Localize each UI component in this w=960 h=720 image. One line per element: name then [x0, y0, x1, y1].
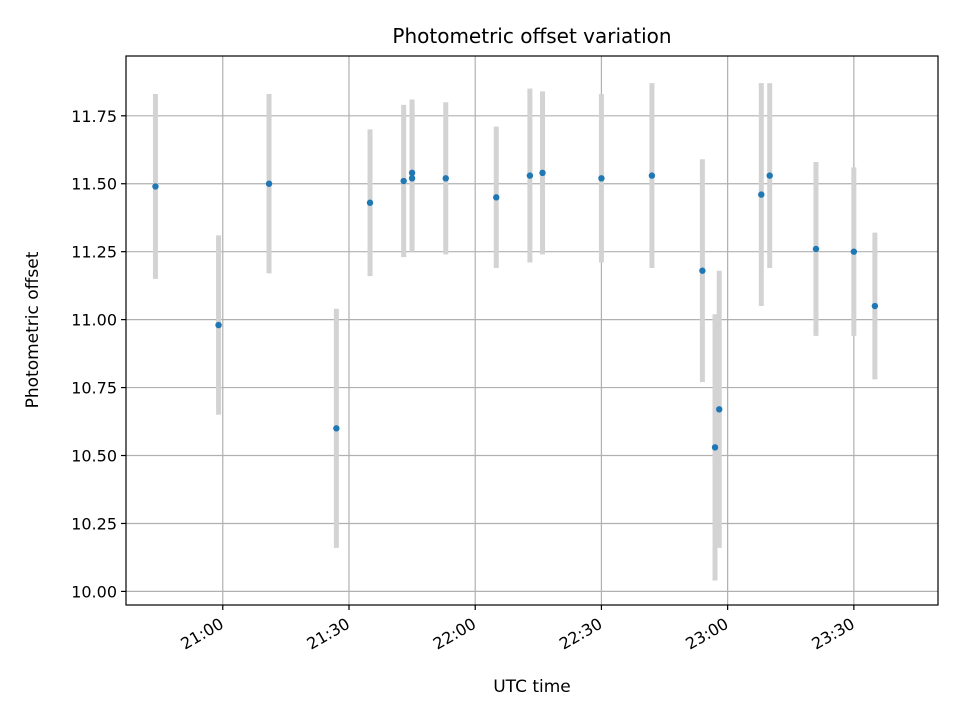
data-point [598, 175, 605, 182]
data-point [711, 444, 719, 451]
data-point [699, 267, 706, 274]
data-point [408, 175, 416, 182]
y-tick-label: 10.50 [71, 447, 117, 466]
y-axis-label: Photometric offset [23, 251, 43, 408]
data-point [526, 172, 534, 179]
data-point [265, 180, 273, 187]
y-tick-label: 11.00 [71, 311, 117, 330]
data-point [333, 425, 340, 432]
data-point [871, 302, 879, 310]
data-point [539, 169, 546, 177]
y-tick-label: 10.25 [71, 514, 117, 533]
x-axis-label: UTC time [493, 677, 571, 697]
chart-title: Photometric offset variation [392, 24, 671, 48]
plot-area-frame [125, 55, 939, 606]
y-tick-label: 11.75 [71, 107, 117, 126]
data-point [408, 169, 416, 177]
data-point [215, 321, 222, 329]
data-point [366, 199, 374, 206]
data-point [850, 248, 858, 255]
y-tick-label: 11.50 [71, 175, 117, 194]
y-tick-label: 10.75 [71, 379, 117, 398]
data-points [152, 169, 879, 451]
data-point [716, 406, 723, 413]
y-axis-ticks: 10.00 10.25 10.50 10.75 11.00 11.25 11.50 11.75 [71, 107, 126, 601]
data-point [648, 172, 656, 179]
data-point [758, 191, 765, 198]
data-point [442, 175, 449, 182]
data-point [152, 183, 159, 190]
data-point [812, 245, 820, 253]
y-tick-label: 10.00 [71, 582, 117, 601]
data-point [766, 172, 773, 179]
data-point [493, 194, 500, 201]
data-point [400, 177, 407, 185]
y-tick-label: 11.25 [71, 243, 117, 262]
